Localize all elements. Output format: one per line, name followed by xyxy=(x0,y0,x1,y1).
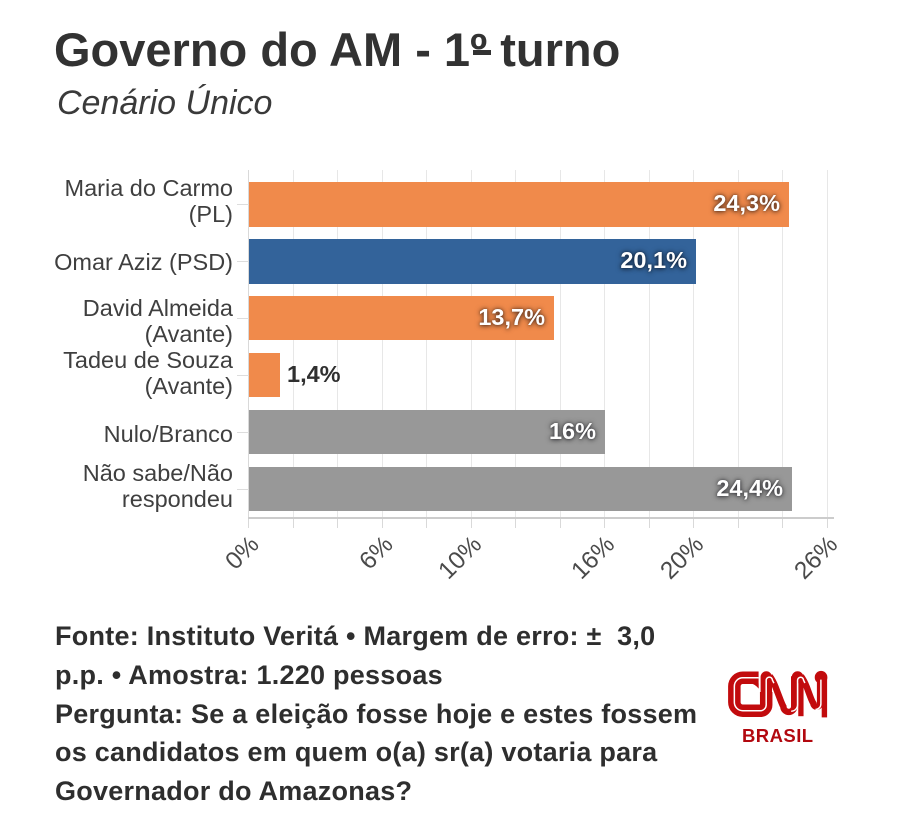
svg-text:BRASIL: BRASIL xyxy=(742,725,814,746)
